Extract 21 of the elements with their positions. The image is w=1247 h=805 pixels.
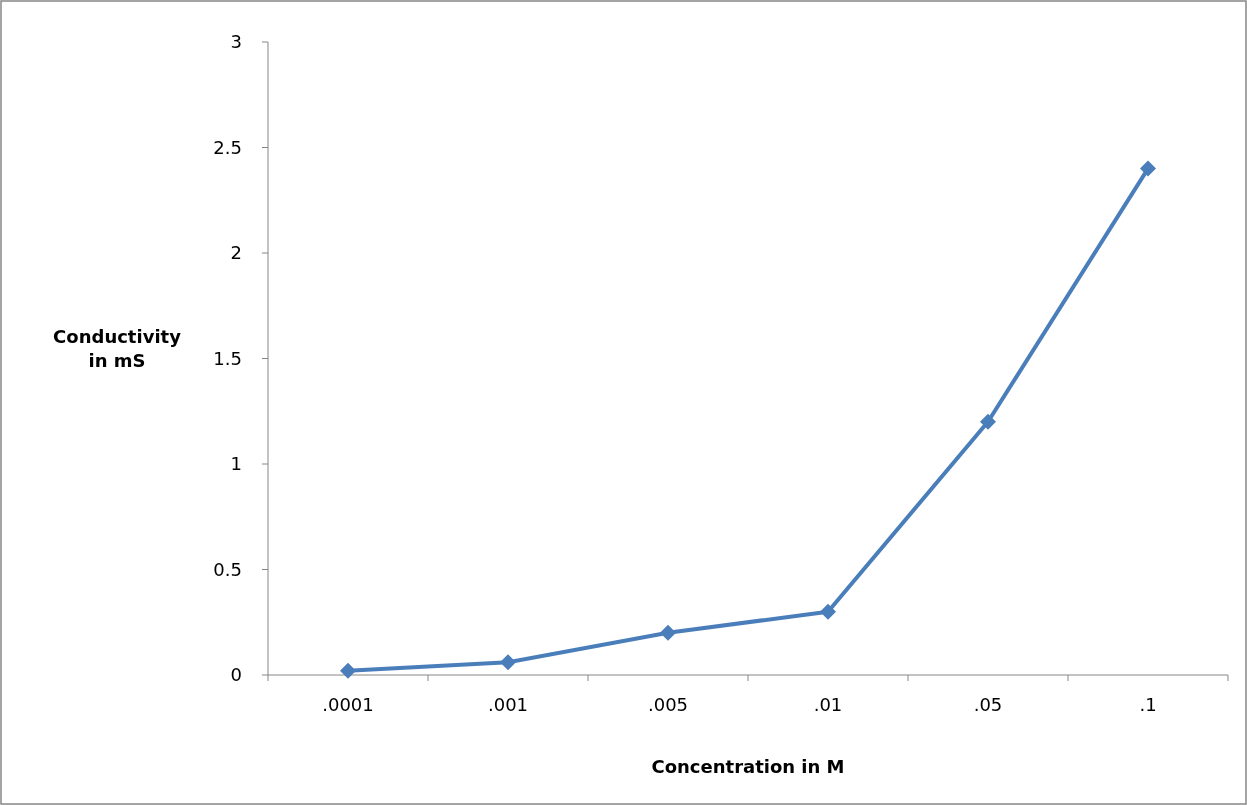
x-tick-label: .1 [1139,694,1157,716]
point [980,413,996,430]
point [660,624,676,641]
point [340,662,356,679]
y-axis-title: Conductivity in mS [53,326,182,372]
x-tick-label: .01 [813,694,843,716]
point [820,603,836,620]
y-tick-label: 0.5 [213,558,242,580]
y-tick-label: 2 [230,242,242,264]
y-tick-label: 3 [230,31,242,53]
point [500,654,516,671]
y-tick-label: 1.5 [213,347,242,369]
y-tick-label: 0 [230,664,242,686]
x-tick-label: .0001 [322,694,374,716]
x-tick-label: .05 [973,694,1003,716]
x-axis-title: Concentration in M [651,756,845,778]
x-tick-label: .001 [487,694,529,716]
point [1140,160,1156,177]
y-tick-label: 1 [230,453,242,475]
x-tick-label: .005 [647,694,689,716]
y-tick-label: 2.5 [213,136,242,158]
